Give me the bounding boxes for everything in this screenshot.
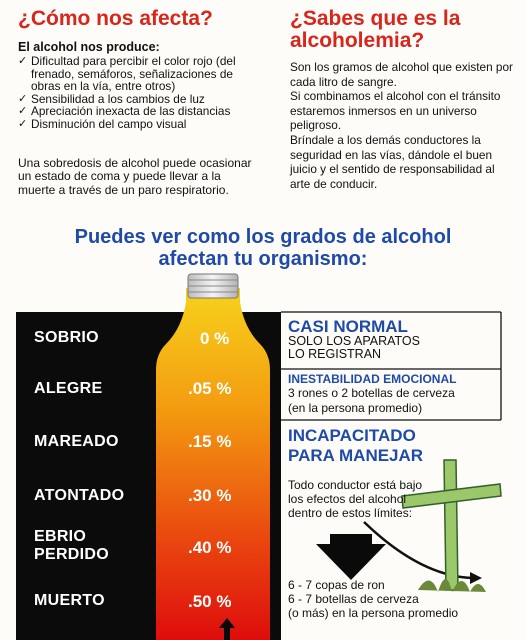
percentage-label: .15 % [188,432,232,451]
advice-paragraph: Bríndale a los demás conductores la segu… [290,132,495,191]
conductor-line2: los efectos del alcohol [288,492,407,506]
dose-line3: (o más) en la persona promedio [288,606,459,620]
danger-paragraph: Si combinamos el alcohol con el tránsito… [290,89,501,133]
percentage-label: .30 % [188,486,232,505]
casi-normal-sub2: LO REGISTRAN [288,347,382,361]
percentage-label: .50 % [188,592,232,611]
list-item: ✓ Dificultad para percibir el color rojo … [18,54,236,94]
conductor-line3: dentro de estos límites: [288,506,413,520]
list-item: ✓ Apreciación inexacta de las distancias [18,104,231,119]
level-label: ALEGRE [34,380,103,397]
incapacitado-line1: INCAPACITADO [288,426,416,445]
left-subtitle: El alcohol nos produce: [18,40,160,54]
right-title-line2: alcoholemia? [290,29,425,52]
level-label: PERDIDO [34,546,109,563]
grass [418,579,486,592]
bottle-body [156,288,270,640]
level-label: SOBRIO [34,329,99,346]
percentage-label: .05 % [188,379,232,398]
bottle-illustration [16,273,502,640]
dose-line1: 6 - 7 copas de ron [288,578,385,592]
percentage-label: .40 % [188,538,232,557]
list-item: ✓ Disminución del campo visual [18,116,187,131]
casi-normal-sub1: SOLO LOS APARATOS [288,334,420,348]
right-title-line1: ¿Sabes que es la [290,7,461,30]
overdose-paragraph: Una sobredosis de alcohol puede ocasiona… [18,156,252,197]
pointer-line [363,521,473,580]
middle-title-line1: Puedes ver como los grados de alcohol [74,226,452,248]
down-arrow-icon [316,534,386,580]
list-item: ✓ Sensibilidad a los cambios de luz [18,91,205,106]
cross-icon [401,459,502,592]
left-title: ¿Cómo nos afecta? [18,7,213,30]
check-icon: ✓ [18,105,28,118]
inestabilidad-title: INESTABILIDAD EMOCIONAL [288,372,457,386]
inestabilidad-sub1: 3 rones o 2 botellas de cerveza [288,386,455,400]
percentage-label: 0 % [200,329,230,348]
conductor-line1: Todo conductor está bajo [288,478,423,492]
level-label: MAREADO [34,433,119,450]
incapacitado-line2: PARA MANEJAR [288,446,424,465]
level-label: MUERTO [34,592,105,609]
check-icon: ✓ [18,117,28,130]
middle-title-line2: afectan tu organismo: [158,248,368,270]
check-icon: ✓ [18,92,28,105]
alcoholemia-text: Son los gramos de alcohol que existen po… [290,60,515,191]
effects-list: ✓ Dificultad para percibir el color rojo … [18,55,248,131]
dose-line2: 6 - 7 botellas de cerveza [288,592,419,606]
definition-paragraph: Son los gramos de alcohol que existen po… [290,60,513,89]
inestabilidad-sub2: (en la persona promedio) [288,401,423,415]
level-label: ATONTADO [34,487,125,504]
up-arrow-icon [219,618,235,640]
level-label: EBRIO [34,528,87,545]
check-icon: ✓ [18,55,28,67]
casi-normal-title: CASI NORMAL [288,317,408,336]
